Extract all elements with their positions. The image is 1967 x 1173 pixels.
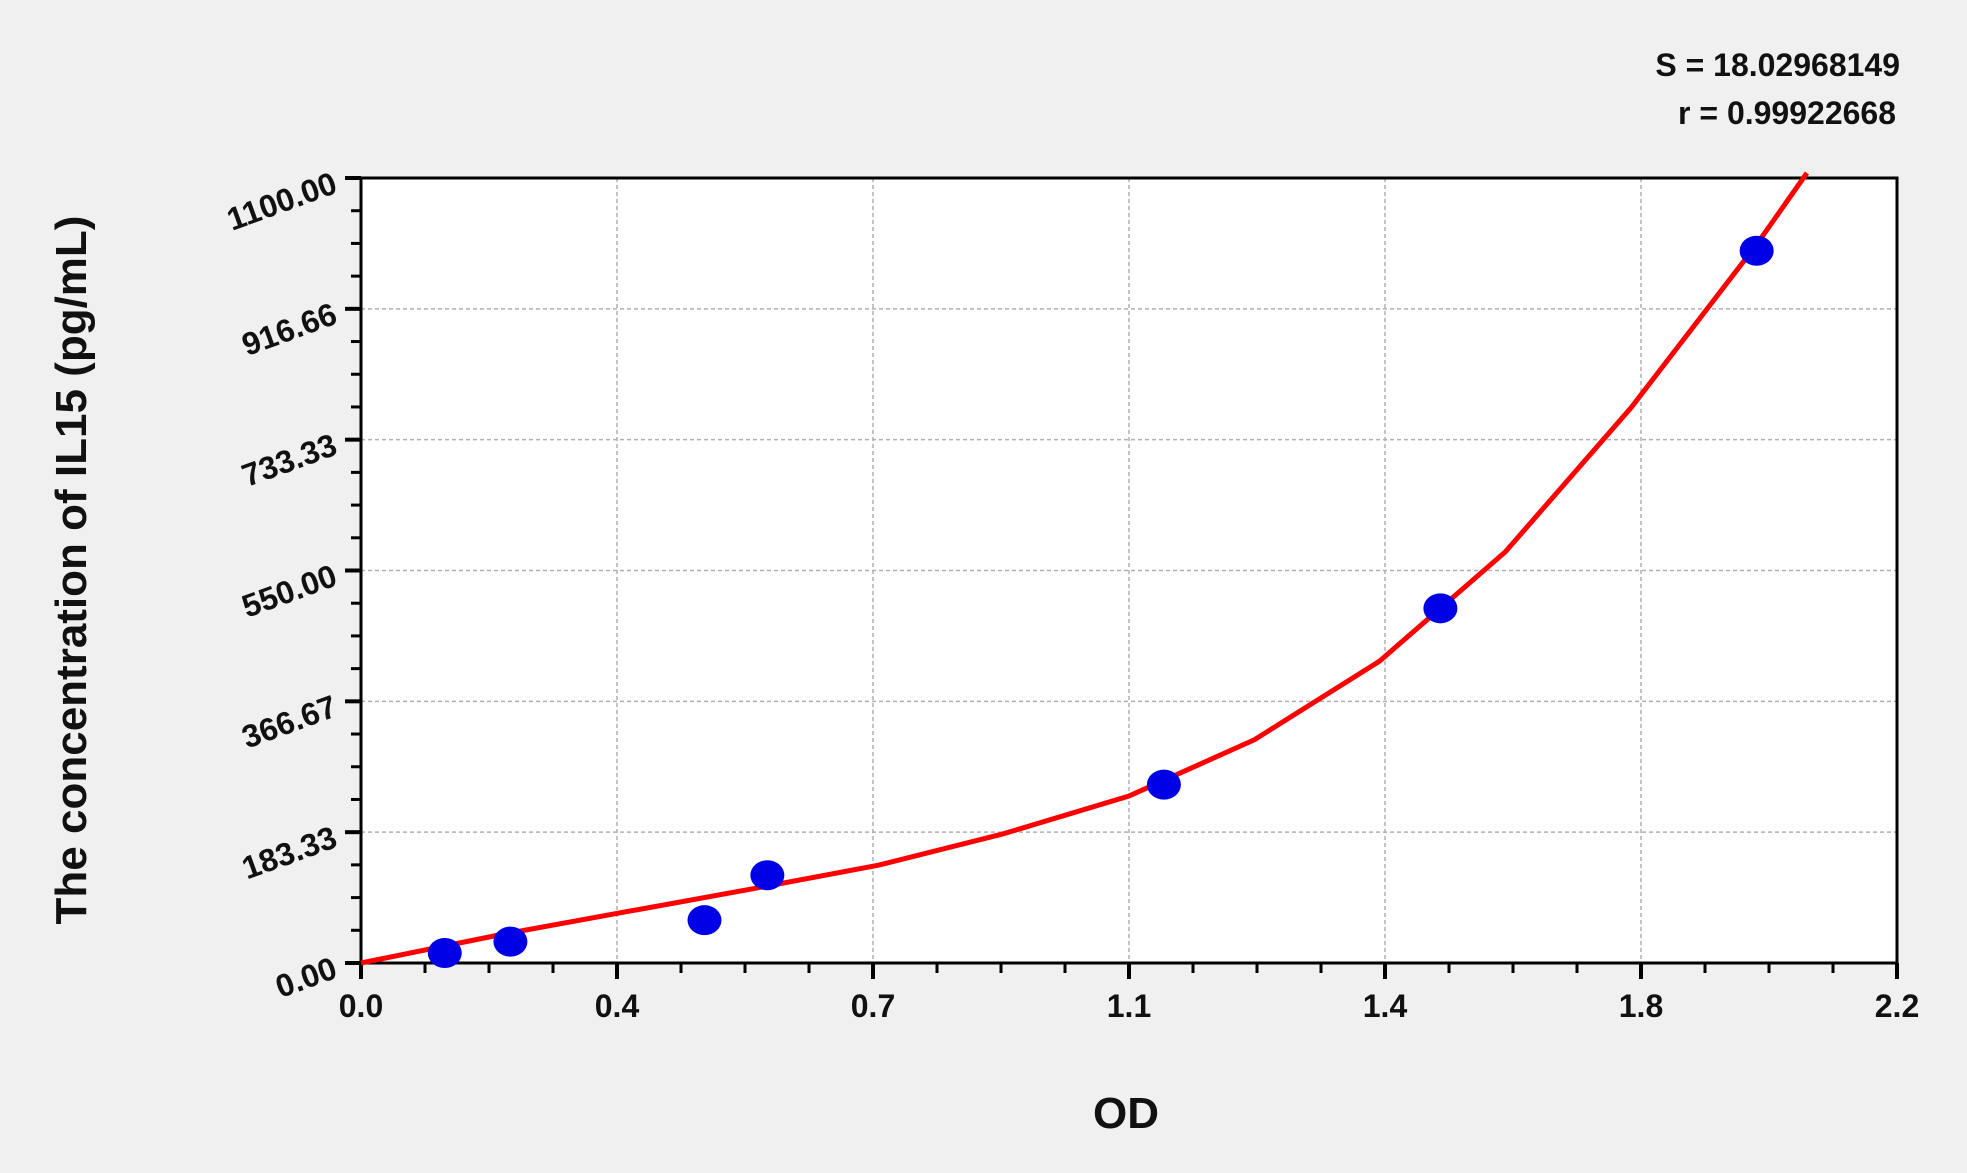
y-tick-label: 1100.00 [222,165,341,238]
x-tick-labels: 0.0 0.4 0.7 1.1 1.4 1.8 2.2 [339,988,1919,1024]
y-tick-label: 550.00 [237,557,341,624]
y-tick-label: 366.67 [237,688,341,755]
data-point [1739,235,1774,266]
grid [361,178,1897,963]
x-tick-label: 1.1 [1107,988,1151,1024]
data-point [1423,593,1458,624]
y-tick-label: 0.00 [271,950,342,1005]
x-tick-label: 2.2 [1875,988,1919,1024]
x-tick-label: 1.8 [1619,988,1663,1024]
x-tick-label: 1.4 [1363,988,1408,1024]
data-point [687,905,722,936]
data-point [427,938,462,969]
x-tick-label: 0.4 [595,988,640,1024]
y-axis-title: The concentration of IL15 (pg/mL) [47,216,96,925]
axis-ticks [345,176,1899,979]
fit-curve [360,171,1809,966]
data-points [427,235,1774,969]
x-axis-title: OD [1093,1089,1159,1138]
y-tick-label: 183.33 [237,819,341,886]
data-point [1146,769,1181,800]
stat-s: S = 18.02968149 [1655,47,1900,83]
stat-r: r = 0.99922668 [1678,95,1896,131]
y-tick-label: 733.33 [237,426,341,493]
data-point [493,926,528,957]
y-tick-labels: 0.00 183.33 366.67 550.00 733.33 916.66 1100.0… [222,165,341,1005]
plot-frame [359,176,1899,965]
y-tick-label: 916.66 [237,296,341,363]
x-tick-label: 0.7 [851,988,895,1024]
x-tick-label: 0.0 [339,988,383,1024]
data-point [750,860,785,891]
